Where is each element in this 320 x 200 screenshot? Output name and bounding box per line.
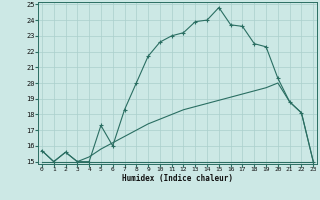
X-axis label: Humidex (Indice chaleur): Humidex (Indice chaleur) <box>122 174 233 183</box>
